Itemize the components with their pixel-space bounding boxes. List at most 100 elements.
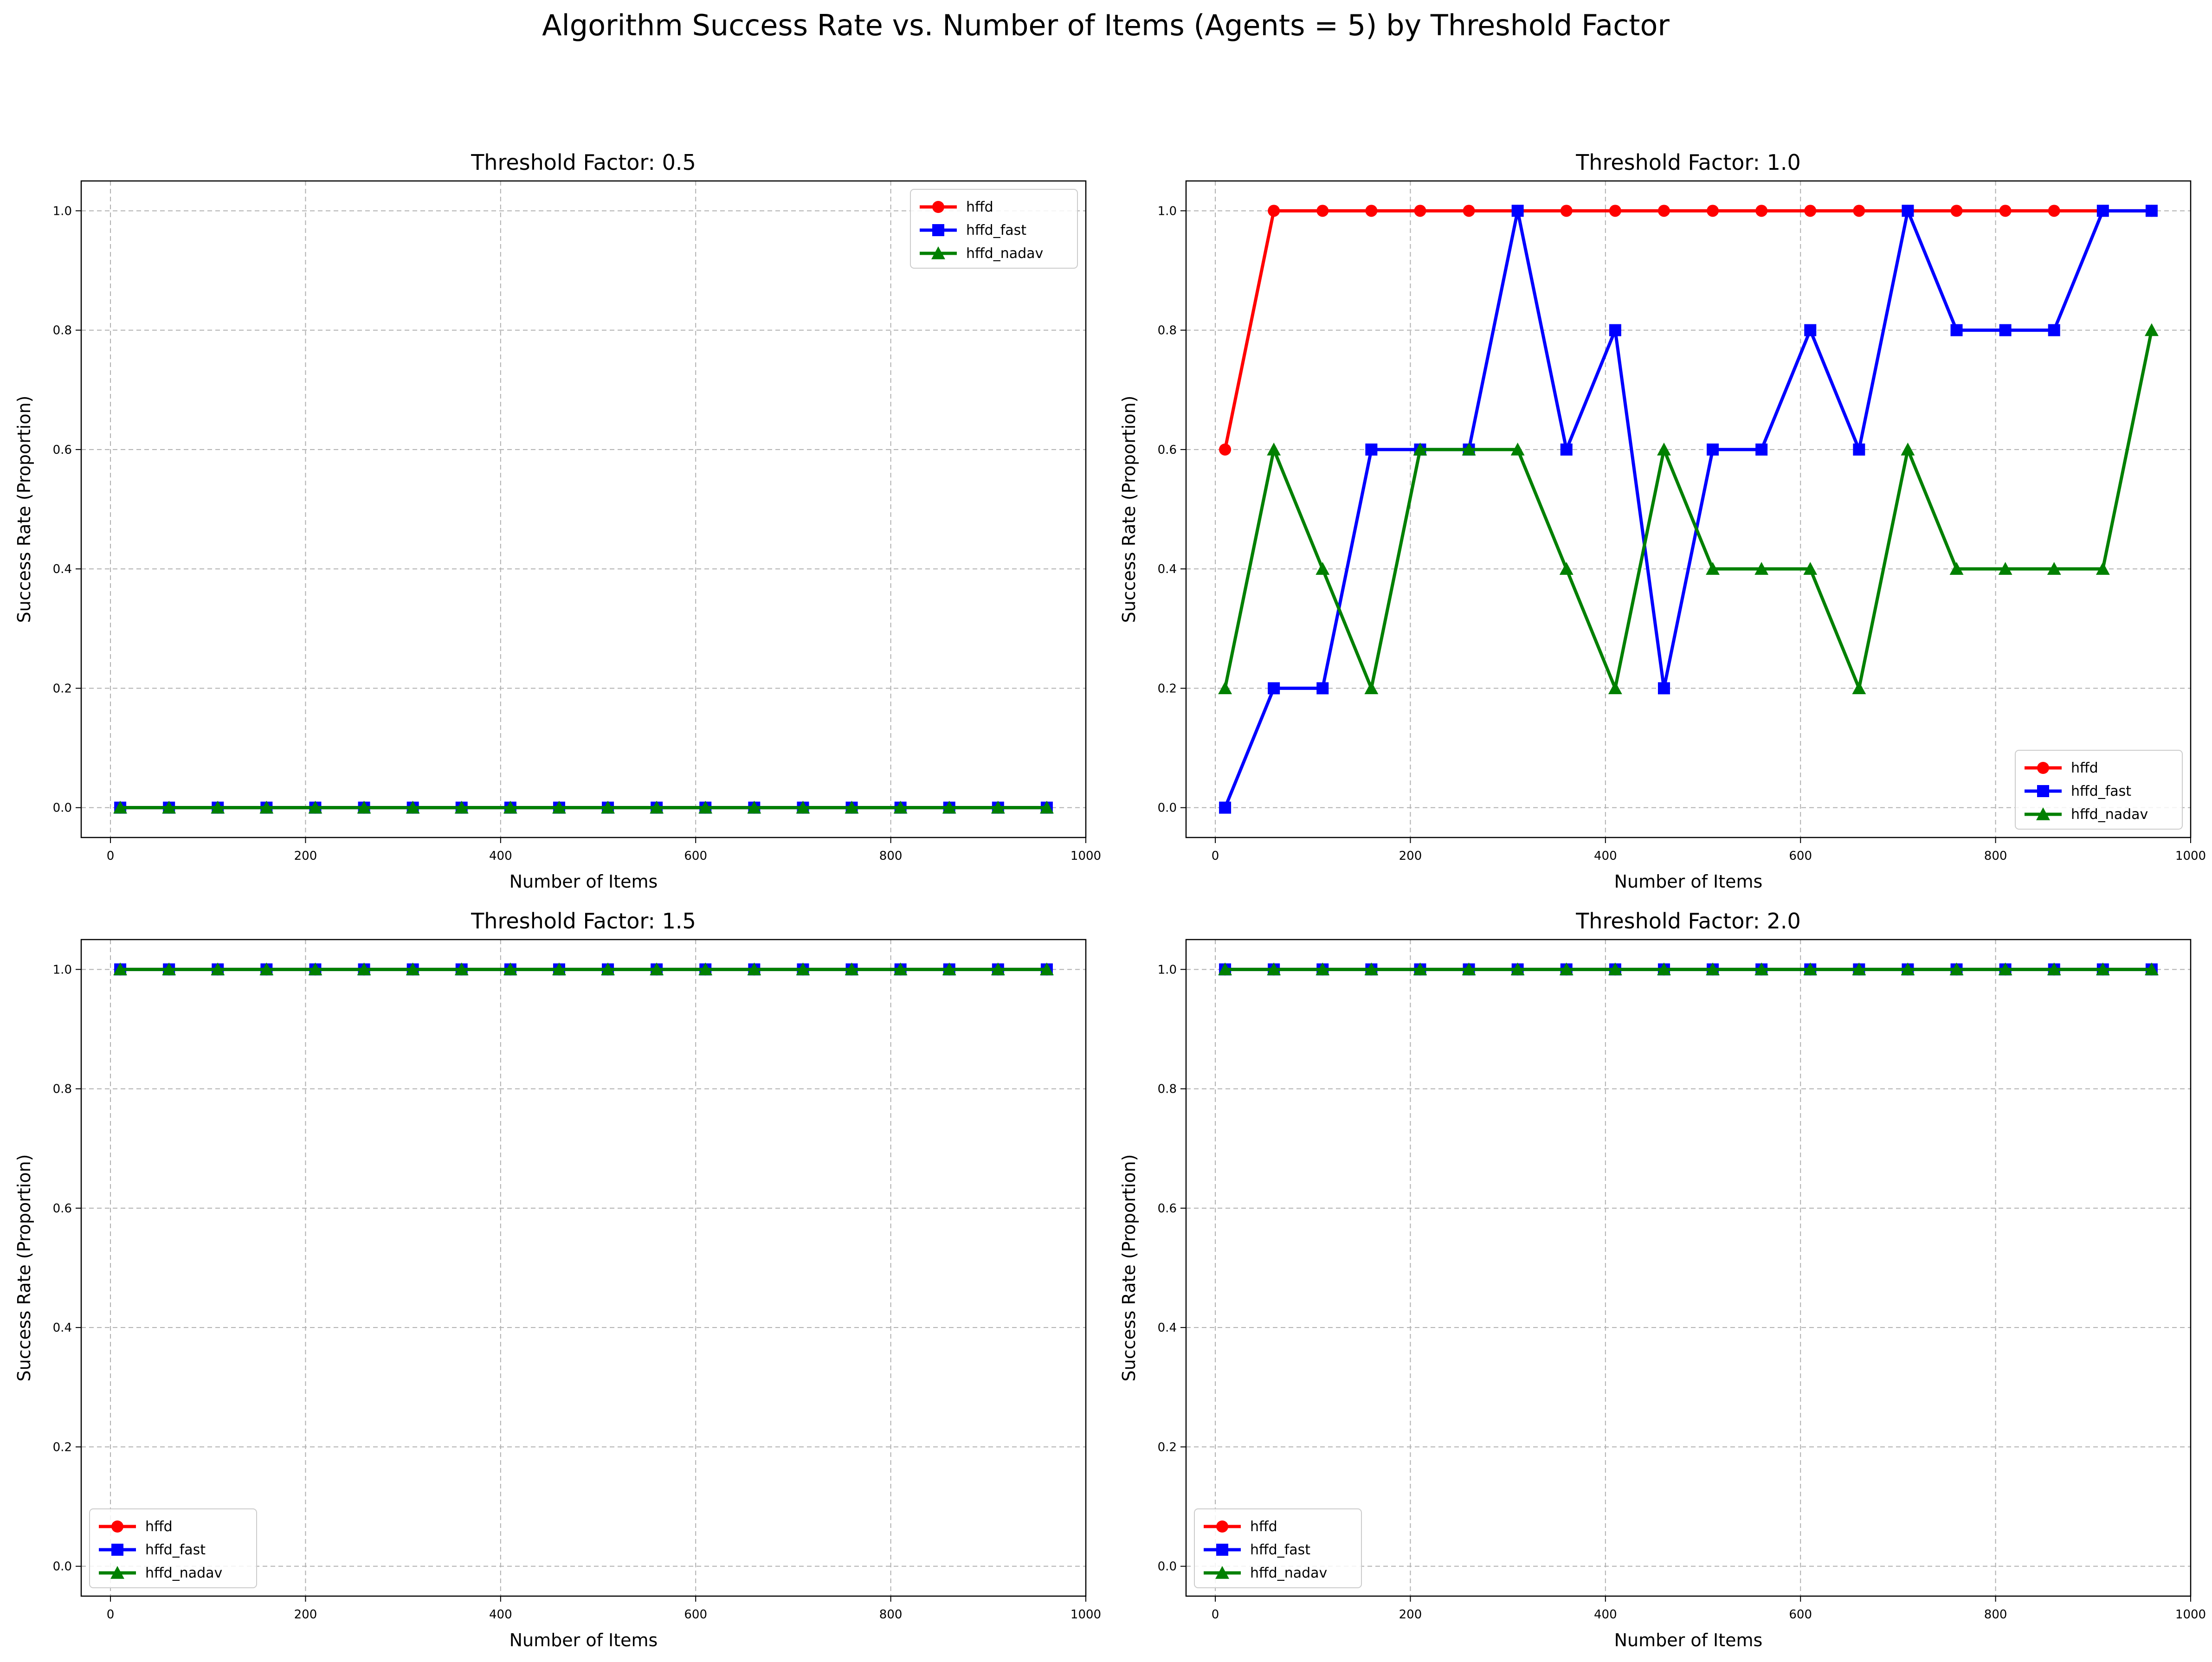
data-point-hffd_nadav bbox=[2096, 562, 2110, 575]
data-point-hffd_nadav bbox=[211, 962, 225, 976]
data-point-hffd_nadav bbox=[796, 800, 810, 814]
data-point-hffd_nadav bbox=[552, 962, 566, 976]
data-point-hffd_fast bbox=[1365, 443, 1378, 456]
data-point-hffd_nadav bbox=[1413, 962, 1427, 976]
data-point-hffd_nadav bbox=[1803, 562, 1818, 575]
data-point-hffd_nadav bbox=[1949, 962, 1964, 976]
y-tick-label: 0.8 bbox=[1158, 324, 1177, 338]
data-point-hffd_nadav bbox=[162, 800, 176, 814]
data-point-hffd_fast bbox=[1902, 205, 1914, 217]
x-tick-label: 200 bbox=[294, 1608, 317, 1622]
x-tick-label: 200 bbox=[294, 849, 317, 863]
x-tick-label: 0 bbox=[1212, 1608, 1219, 1622]
data-point-hffd_nadav bbox=[796, 962, 810, 976]
data-point-hffd_nadav bbox=[1998, 562, 2012, 575]
data-point-hffd_nadav bbox=[357, 962, 371, 976]
y-tick-label: 0.0 bbox=[53, 801, 72, 815]
data-point-hffd_nadav bbox=[503, 800, 517, 814]
x-axis-label: Number of Items bbox=[509, 871, 658, 892]
x-tick-label: 600 bbox=[1789, 1608, 1812, 1622]
data-point-hffd bbox=[1804, 205, 1817, 217]
subplot-title: Threshold Factor: 1.0 bbox=[1575, 150, 1801, 175]
x-tick-label: 1000 bbox=[2175, 849, 2206, 863]
x-tick-label: 400 bbox=[1594, 1608, 1617, 1622]
legend-label-hffd: hffd bbox=[966, 199, 993, 215]
y-axis-label: Success Rate (Proportion) bbox=[14, 396, 34, 623]
data-point-hffd_nadav bbox=[747, 962, 761, 976]
data-point-hffd_nadav bbox=[113, 800, 128, 814]
data-point-hffd_nadav bbox=[1218, 962, 1232, 976]
subplot-title: Threshold Factor: 0.5 bbox=[471, 150, 696, 175]
x-tick-label: 1000 bbox=[2175, 1608, 2206, 1622]
x-tick-label: 1000 bbox=[1071, 849, 1101, 863]
subplot-title: Threshold Factor: 2.0 bbox=[1575, 908, 1801, 934]
data-point-hffd bbox=[2048, 205, 2060, 217]
data-point-hffd_nadav bbox=[747, 800, 761, 814]
legend-label-hffd_fast: hffd_fast bbox=[1250, 1542, 1310, 1558]
y-tick-label: 1.0 bbox=[53, 204, 72, 218]
panels: 0 200 400 600 800 1000 0.0 0.2 0.4 0.6 0.8 1.0 Thres… bbox=[14, 150, 2206, 1650]
data-point-hffd_nadav bbox=[406, 800, 420, 814]
legend-box bbox=[2015, 750, 2183, 830]
legend-label-hffd: hffd bbox=[1250, 1519, 1277, 1535]
data-point-hffd_nadav bbox=[1510, 442, 1525, 456]
legend-box bbox=[89, 1508, 257, 1588]
y-tick-label: 0.6 bbox=[53, 1202, 72, 1216]
data-point-hffd bbox=[1999, 205, 2012, 217]
data-point-hffd_nadav bbox=[698, 800, 713, 814]
data-point-hffd_nadav bbox=[454, 800, 469, 814]
data-point-hffd_nadav bbox=[845, 800, 859, 814]
data-point-hffd bbox=[1707, 205, 1719, 217]
data-point-hffd_fast bbox=[2145, 205, 2158, 217]
data-point-hffd_nadav bbox=[601, 962, 615, 976]
subplot-title: Threshold Factor: 1.5 bbox=[471, 908, 696, 934]
data-point-hffd_fast bbox=[1707, 443, 1719, 456]
x-tick-label: 800 bbox=[879, 1608, 903, 1622]
y-tick-label: 1.0 bbox=[1158, 963, 1177, 977]
data-point-hffd_nadav bbox=[162, 962, 176, 976]
y-tick-label: 0.0 bbox=[1158, 801, 1177, 815]
y-tick-label: 0.6 bbox=[1158, 1202, 1177, 1216]
data-point-hffd_nadav bbox=[259, 800, 274, 814]
data-point-hffd_nadav bbox=[308, 962, 322, 976]
y-tick-label: 0.0 bbox=[1158, 1560, 1177, 1574]
data-point-hffd_nadav bbox=[259, 962, 274, 976]
data-point-hffd_nadav bbox=[650, 800, 664, 814]
data-point-hffd_nadav bbox=[601, 800, 615, 814]
y-tick-label: 0.6 bbox=[53, 443, 72, 457]
data-point-hffd_fast bbox=[1657, 682, 1670, 695]
x-tick-label: 800 bbox=[1984, 849, 2007, 863]
y-tick-label: 0.8 bbox=[53, 324, 72, 338]
legend-marker-hffd bbox=[2037, 762, 2049, 774]
data-point-hffd_nadav bbox=[991, 800, 1005, 814]
data-point-hffd bbox=[1950, 205, 1963, 217]
data-point-hffd_nadav bbox=[211, 800, 225, 814]
data-point-hffd_nadav bbox=[1608, 681, 1622, 695]
x-tick-label: 200 bbox=[1399, 1608, 1422, 1622]
legend-marker-hffd bbox=[1216, 1520, 1228, 1533]
data-point-hffd_fast bbox=[1950, 324, 1963, 336]
data-point-hffd_nadav bbox=[1803, 962, 1818, 976]
x-tick-label: 800 bbox=[1984, 1608, 2007, 1622]
data-point-hffd_nadav bbox=[308, 800, 322, 814]
data-point-hffd_nadav bbox=[1754, 962, 1769, 976]
subplot-3: 0 200 400 600 800 1000 0.0 0.2 0.4 0.6 0.8 1.0 Thres… bbox=[14, 908, 1101, 1650]
data-point-hffd_nadav bbox=[1901, 442, 1915, 456]
y-axis-label: Success Rate (Proportion) bbox=[1119, 396, 1139, 623]
legend-marker-hffd bbox=[932, 201, 944, 213]
series-line-hffd bbox=[1223, 209, 2152, 450]
legend: hffd hffd_fast hffd_nadav bbox=[89, 1508, 257, 1588]
y-axis-label: Success Rate (Proportion) bbox=[14, 1154, 34, 1382]
data-point-hffd bbox=[1853, 205, 1865, 217]
data-point-hffd_nadav bbox=[1413, 442, 1427, 456]
x-tick-label: 400 bbox=[489, 1608, 512, 1622]
y-tick-label: 0.8 bbox=[1158, 1082, 1177, 1096]
x-tick-label: 400 bbox=[489, 849, 512, 863]
legend: hffd hffd_fast hffd_nadav bbox=[2015, 750, 2183, 830]
data-point-hffd_nadav bbox=[1706, 562, 1720, 575]
data-point-hffd_fast bbox=[1755, 443, 1768, 456]
data-point-hffd_fast bbox=[2096, 205, 2109, 217]
data-point-hffd_nadav bbox=[991, 962, 1005, 976]
data-point-hffd bbox=[1365, 205, 1378, 217]
data-point-hffd_nadav bbox=[893, 962, 908, 976]
